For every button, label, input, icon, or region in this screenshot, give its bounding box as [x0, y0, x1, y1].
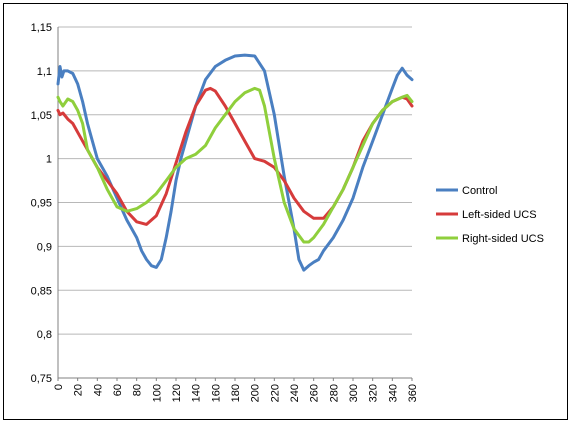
x-tick-label: 280 [328, 384, 340, 402]
y-tick-label: 0,85 [31, 285, 52, 297]
x-tick-label: 360 [407, 384, 419, 402]
y-tick-label: 0,95 [31, 198, 52, 210]
y-tick-labels: 0,75 0,8 0,85 0,9 0,95 1 1,05 1,1 1,15 [31, 22, 52, 385]
y-tick-label: 0,8 [37, 329, 52, 341]
x-tick-label: 320 [368, 384, 380, 402]
x-tick-label: 160 [210, 384, 222, 402]
x-tick-label: 340 [387, 384, 399, 402]
y-tick-label: 0,75 [31, 373, 52, 385]
x-tick-label: 180 [230, 384, 242, 402]
gridlines [58, 26, 412, 379]
x-tick-label: 240 [289, 384, 301, 402]
x-tick-labels: 0 20 40 60 80 100 120 140 160 180 200 220 240 260 280 3… [53, 384, 419, 402]
x-tick-label: 260 [309, 384, 321, 402]
legend: Control Left-sided UCS Right-sided UCS [436, 185, 544, 245]
x-tick-label: 60 [112, 384, 124, 396]
series-lines [56, 53, 414, 272]
y-tick-label: 1,1 [37, 66, 52, 78]
x-tick-label: 200 [250, 384, 262, 402]
x-tick-label: 20 [73, 384, 85, 396]
x-tick-label: 40 [92, 384, 104, 396]
legend-label: Right-sided UCS [462, 233, 544, 245]
series-line-control [56, 53, 414, 272]
x-tick-label: 140 [191, 384, 203, 402]
axes [57, 27, 413, 381]
x-tick-label: 300 [348, 384, 360, 402]
x-tick-label: 220 [269, 384, 281, 402]
x-tick-label: 100 [151, 384, 163, 402]
legend-label: Left-sided UCS [462, 209, 537, 221]
legend-label: Control [462, 185, 497, 197]
x-tick-label: 80 [132, 384, 144, 396]
y-tick-label: 0,9 [37, 241, 52, 253]
y-tick-label: 1 [46, 154, 52, 166]
y-tick-label: 1,05 [31, 110, 52, 122]
x-tick-label: 120 [171, 384, 183, 402]
series-line-right-sided-ucs [56, 86, 414, 244]
y-tick-label: 1,15 [31, 22, 52, 34]
x-tick-label: 0 [53, 384, 65, 390]
chart-frame [3, 3, 568, 420]
